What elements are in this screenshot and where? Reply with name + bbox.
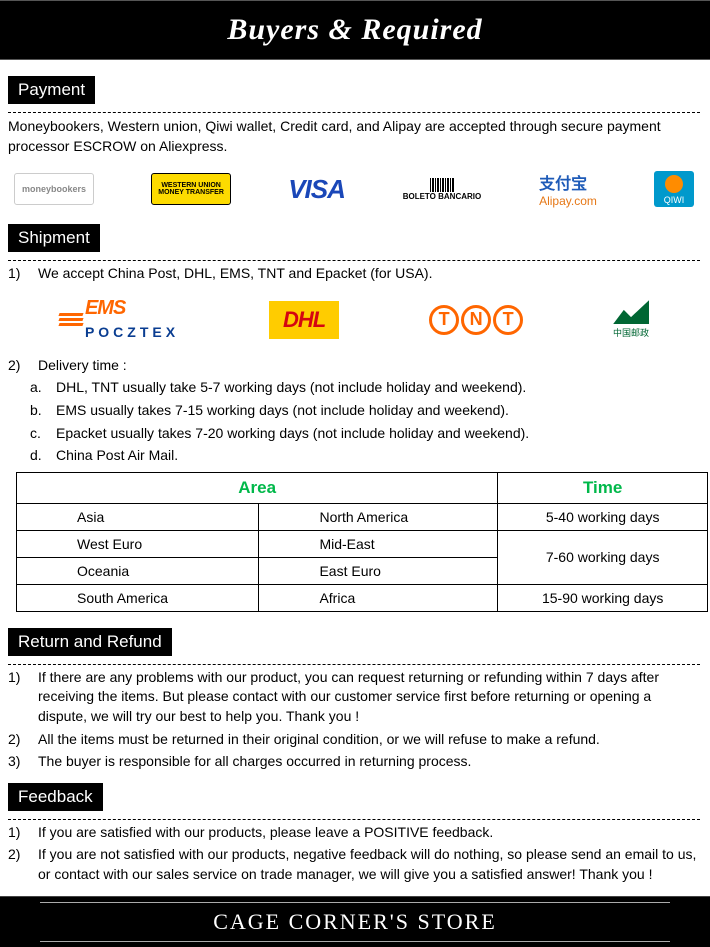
content-area: Payment Moneybookers, Western union, Qiw… bbox=[0, 60, 710, 896]
divider bbox=[8, 664, 700, 665]
sub-item-b: b. EMS usually takes 7-15 working days (n… bbox=[8, 401, 700, 421]
return-header: Return and Refund bbox=[8, 628, 172, 656]
dhl-logo: DHL bbox=[269, 301, 339, 339]
list-letter: c. bbox=[30, 424, 44, 444]
alipay-logo: 支付宝 Alipay.com bbox=[539, 170, 597, 208]
alipay-cn: 支付宝 bbox=[539, 176, 587, 193]
chinapost-icon bbox=[613, 300, 649, 324]
time-cell: 7-60 working days bbox=[498, 530, 708, 584]
sub-item-a: a. DHL, TNT usually take 5-7 working days… bbox=[8, 378, 700, 398]
chinapost-logo: 中国邮政 bbox=[613, 300, 649, 339]
area-cell: Oceania bbox=[17, 557, 259, 584]
table-row: South America Africa 15-90 working days bbox=[17, 584, 708, 611]
feedback-header: Feedback bbox=[8, 783, 103, 811]
list-number: 1) bbox=[8, 823, 26, 843]
qiwi-label: QIWI bbox=[664, 195, 685, 205]
delivery-table: Area Time Asia North America 5-40 workin… bbox=[16, 472, 708, 612]
chinapost-label: 中国邮政 bbox=[613, 326, 649, 339]
qiwi-logo: QIWI bbox=[654, 171, 694, 207]
barcode-icon bbox=[430, 178, 454, 192]
divider bbox=[8, 260, 700, 261]
sub-item-d: d. China Post Air Mail. bbox=[8, 446, 700, 466]
shipment-logos-row: EMS POCZTEX DHL TNT 中国邮政 bbox=[8, 287, 700, 353]
return-l2: All the items must be returned in their … bbox=[38, 730, 600, 750]
return-l1: If there are any problems with our produ… bbox=[38, 668, 700, 727]
time-cell: 5-40 working days bbox=[498, 503, 708, 530]
feedback-l2: If you are not satisfied with our produc… bbox=[38, 845, 700, 884]
ems-sub: POCZTEX bbox=[85, 324, 179, 340]
sub-b-text: EMS usually takes 7-15 working days (not… bbox=[56, 401, 509, 421]
sub-d-text: China Post Air Mail. bbox=[56, 446, 178, 466]
list-letter: a. bbox=[30, 378, 44, 398]
sub-item-c: c. Epacket usually takes 7-20 working day… bbox=[8, 424, 700, 444]
list-letter: b. bbox=[30, 401, 44, 421]
moneybookers-label: moneybookers bbox=[22, 184, 86, 194]
boleto-label: BOLETO BANCARIO bbox=[403, 192, 482, 201]
return-item-1: 1)If there are any problems with our pro… bbox=[8, 668, 700, 727]
shipment-item-2: 2) Delivery time : bbox=[8, 356, 700, 376]
table-header-row: Area Time bbox=[17, 472, 708, 503]
visa-label: VISA bbox=[288, 174, 345, 204]
list-number: 1) bbox=[8, 668, 26, 727]
tnt-logo: TNT bbox=[429, 305, 523, 335]
table-row: Asia North America 5-40 working days bbox=[17, 503, 708, 530]
time-cell: 15-90 working days bbox=[498, 584, 708, 611]
feedback-item-2: 2) If you are not satisfied with our prod… bbox=[8, 845, 700, 884]
return-item-3: 3) The buyer is responsible for all charg… bbox=[8, 752, 700, 772]
payment-text: Moneybookers, Western union, Qiwi wallet… bbox=[8, 117, 700, 156]
list-number: 2) bbox=[8, 730, 26, 750]
area-cell: Asia bbox=[17, 503, 259, 530]
moneybookers-logo: moneybookers bbox=[14, 173, 94, 205]
area-cell: East Euro bbox=[259, 557, 498, 584]
store-name: CAGE CORNER'S STORE bbox=[40, 902, 670, 942]
western-union-logo: WESTERN UNIONMONEY TRANSFER bbox=[151, 173, 231, 205]
shipment-header: Shipment bbox=[8, 224, 100, 252]
area-cell: Africa bbox=[259, 584, 498, 611]
feedback-l1: If you are satisfied with our products, … bbox=[38, 823, 493, 843]
shipment-line2: Delivery time : bbox=[38, 356, 127, 376]
boleto-logo: BOLETO BANCARIO bbox=[402, 173, 482, 205]
feedback-item-1: 1) If you are satisfied with our products… bbox=[8, 823, 700, 843]
area-cell: South America bbox=[17, 584, 259, 611]
area-header: Area bbox=[17, 472, 498, 503]
area-cell: West Euro bbox=[17, 530, 259, 557]
ems-label: EMS bbox=[85, 297, 125, 319]
dhl-label: DHL bbox=[283, 307, 325, 332]
table-row: West Euro Mid-East 7-60 working days bbox=[17, 530, 708, 557]
wu-bottom: MONEY TRANSFER bbox=[158, 189, 224, 196]
page-title: Buyers & Required bbox=[0, 13, 710, 47]
time-header: Time bbox=[498, 472, 708, 503]
ems-logo: EMS POCZTEX bbox=[59, 297, 179, 343]
list-number: 2) bbox=[8, 845, 26, 884]
shipment-item-1: 1) We accept China Post, DHL, EMS, TNT a… bbox=[8, 264, 700, 284]
shipment-line1: We accept China Post, DHL, EMS, TNT and … bbox=[38, 264, 433, 284]
return-item-2: 2) All the items must be returned in thei… bbox=[8, 730, 700, 750]
area-cell: Mid-East bbox=[259, 530, 498, 557]
payment-header: Payment bbox=[8, 76, 95, 104]
alipay-en: Alipay.com bbox=[539, 194, 597, 208]
payment-logos-row: moneybookers WESTERN UNIONMONEY TRANSFER… bbox=[8, 160, 700, 216]
ems-stripes-icon bbox=[59, 313, 83, 326]
list-number: 1) bbox=[8, 264, 26, 284]
return-l3: The buyer is responsible for all charges… bbox=[38, 752, 471, 772]
header-banner: Buyers & Required bbox=[0, 0, 710, 60]
list-number: 2) bbox=[8, 356, 26, 376]
footer-banner: CAGE CORNER'S STORE bbox=[0, 896, 710, 947]
area-cell: North America bbox=[259, 503, 498, 530]
list-letter: d. bbox=[30, 446, 44, 466]
divider bbox=[8, 819, 700, 820]
divider bbox=[8, 112, 700, 113]
visa-logo: VISA bbox=[288, 174, 345, 205]
wu-top: WESTERN UNION bbox=[161, 182, 221, 189]
sub-a-text: DHL, TNT usually take 5-7 working days (… bbox=[56, 378, 526, 398]
sub-c-text: Epacket usually takes 7-20 working days … bbox=[56, 424, 529, 444]
list-number: 3) bbox=[8, 752, 26, 772]
